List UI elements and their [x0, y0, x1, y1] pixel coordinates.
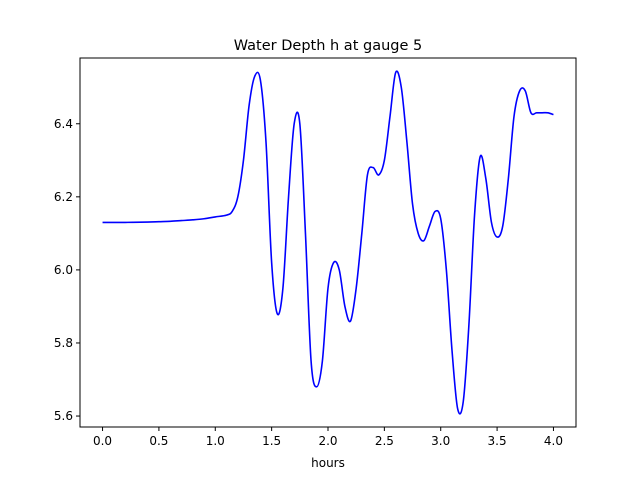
x-axis: 0.0 0.5 1.0 1.5 2.0 2.5 3.0 3.5 4.0	[93, 427, 563, 448]
x-tick-label: 1.5	[262, 434, 281, 448]
y-tick-label: 5.6	[54, 409, 73, 423]
x-tick-label: 3.5	[488, 434, 507, 448]
series-line-water-depth	[102, 70, 554, 415]
x-tick-label: 4.0	[544, 434, 563, 448]
x-tick-label: 2.5	[375, 434, 394, 448]
x-tick-label: 0.0	[93, 434, 112, 448]
x-axis-label: hours	[311, 456, 345, 470]
y-axis: 5.6 5.8 6.0 6.2 6.4	[54, 117, 80, 423]
x-tick-label: 3.0	[431, 434, 450, 448]
x-tick-label: 2.0	[318, 434, 337, 448]
x-tick-label: 0.5	[149, 434, 168, 448]
plot-area-frame	[79, 57, 577, 428]
x-tick-label: 1.0	[206, 434, 225, 448]
y-tick-label: 6.2	[54, 190, 73, 204]
chart-title: Water Depth h at gauge 5	[234, 38, 422, 54]
y-tick-label: 6.4	[54, 117, 73, 131]
y-tick-label: 6.0	[54, 263, 73, 277]
y-tick-label: 5.8	[54, 336, 73, 350]
